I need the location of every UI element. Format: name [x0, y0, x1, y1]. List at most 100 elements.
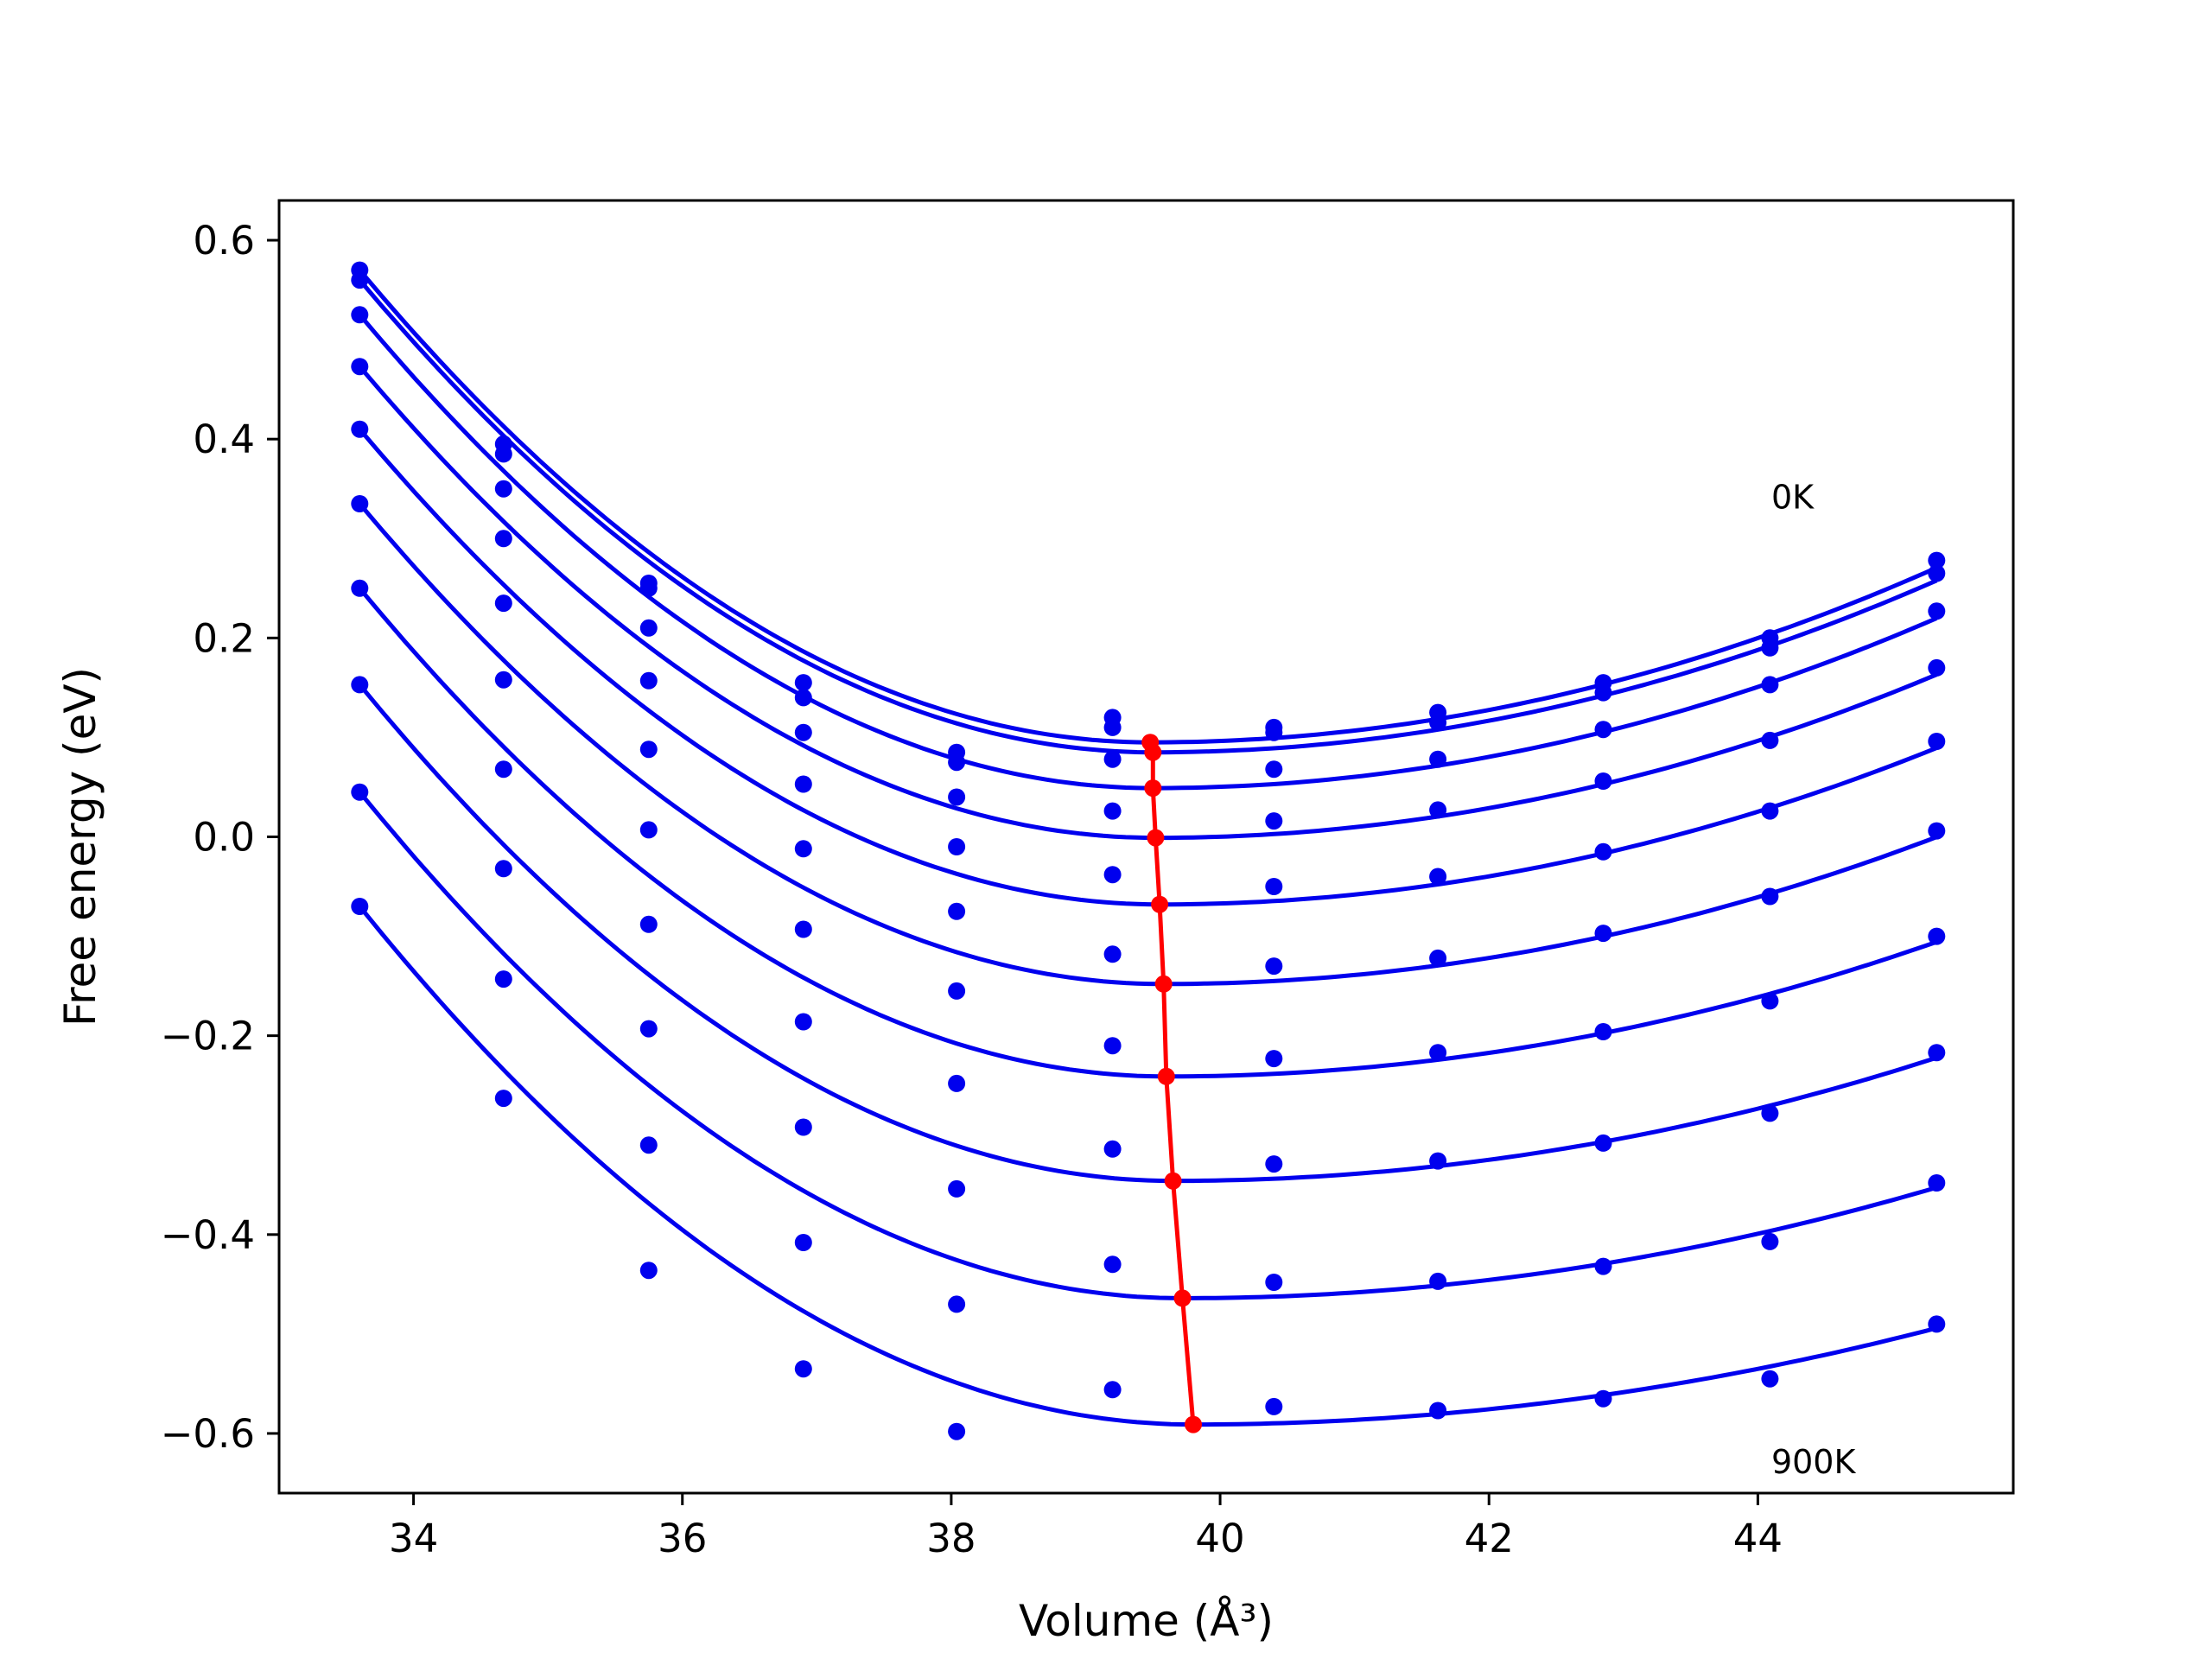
- fit-curve-6: [358, 587, 1938, 1079]
- data-point: [1103, 1381, 1122, 1399]
- data-point: [794, 920, 812, 938]
- minimum-point: [1144, 743, 1162, 761]
- y-tick-label: −0.6: [161, 1411, 255, 1457]
- data-point: [794, 1234, 812, 1251]
- data-point: [1594, 721, 1612, 739]
- minimum-path-line: [1147, 741, 1196, 1425]
- data-point: [1928, 822, 1946, 840]
- data-point: [639, 915, 658, 933]
- data-point: [1594, 1257, 1612, 1275]
- data-point: [1594, 683, 1612, 702]
- y-tick-label: 0.0: [193, 814, 255, 860]
- data-point: [1429, 1272, 1447, 1290]
- data-point: [1103, 750, 1122, 768]
- data-point: [1594, 1134, 1612, 1152]
- x-tick-label: 40: [1195, 1516, 1244, 1561]
- data-point: [1429, 714, 1447, 732]
- data-point: [794, 674, 812, 692]
- data-point: [794, 689, 812, 707]
- data-point: [351, 306, 369, 324]
- fit-curve-9: [358, 905, 1937, 1427]
- y-tick-label: −0.2: [161, 1014, 255, 1059]
- data-point: [1928, 1044, 1946, 1062]
- data-point: [1103, 1037, 1122, 1055]
- data-point: [794, 775, 812, 793]
- data-point: [1594, 1389, 1612, 1408]
- data-point: [1265, 1274, 1283, 1291]
- data-point: [794, 1360, 812, 1378]
- data-point: [1761, 1370, 1779, 1388]
- data-point: [1265, 1397, 1283, 1415]
- data-point: [948, 982, 966, 1000]
- data-point: [1761, 639, 1779, 657]
- minimum-point: [1147, 829, 1165, 847]
- data-point: [1594, 842, 1612, 861]
- data-point: [494, 760, 512, 779]
- annotation-label: 0K: [1771, 479, 1815, 517]
- minimum-point: [1173, 1289, 1192, 1307]
- data-point: [1928, 602, 1946, 620]
- x-tick-label: 34: [389, 1516, 438, 1561]
- data-point: [1429, 801, 1447, 819]
- fit-curve-1: [358, 278, 1938, 755]
- data-point: [1265, 760, 1283, 779]
- data-point: [1761, 1232, 1779, 1250]
- data-point: [639, 1262, 658, 1280]
- minimum-point: [1157, 1067, 1175, 1085]
- fit-curves: [358, 268, 1938, 1427]
- data-point: [351, 358, 369, 376]
- data-point: [639, 671, 658, 690]
- data-point: [1429, 1044, 1447, 1062]
- data-point: [639, 619, 658, 637]
- fit-curve-2: [358, 313, 1938, 791]
- data-point: [351, 420, 369, 438]
- minimum-point: [1164, 1172, 1182, 1190]
- data-point: [1265, 1155, 1283, 1173]
- data-point: [1928, 733, 1946, 750]
- data-point: [948, 1295, 966, 1313]
- data-point: [1594, 772, 1612, 790]
- fit-curve-0: [358, 268, 1938, 745]
- data-point: [1928, 658, 1946, 677]
- y-tick-label: −0.4: [161, 1212, 255, 1258]
- data-point: [1761, 676, 1779, 694]
- data-point: [1265, 723, 1283, 741]
- minimum-point: [1151, 895, 1169, 913]
- data-point: [948, 753, 966, 772]
- data-point: [639, 741, 658, 759]
- data-point: [794, 1013, 812, 1031]
- data-point: [1761, 1104, 1779, 1122]
- annotations: 0K 900K: [1771, 479, 1857, 1481]
- data-point: [1265, 1050, 1283, 1068]
- data-point: [1429, 1402, 1447, 1420]
- fit-curve-7: [358, 683, 1938, 1184]
- y-axis-ticks: −0.6 −0.4 −0.2 0.0 0.2 0.4 0.6: [161, 218, 279, 1457]
- data-point: [1761, 887, 1779, 906]
- data-point: [1429, 750, 1447, 768]
- data-point: [494, 530, 512, 548]
- data-point: [494, 594, 512, 613]
- y-tick-label: 0.4: [193, 416, 255, 462]
- data-point: [1103, 866, 1122, 884]
- data-point: [948, 1179, 966, 1198]
- y-axis-label: Free energy (eV): [55, 667, 105, 1027]
- data-point: [1928, 1315, 1946, 1333]
- data-point: [1103, 1140, 1122, 1158]
- data-point: [1103, 718, 1122, 736]
- data-point: [948, 788, 966, 806]
- x-tick-label: 44: [1733, 1516, 1783, 1561]
- data-point: [1265, 812, 1283, 830]
- fit-curve-5: [358, 502, 1938, 987]
- data-point: [639, 1020, 658, 1038]
- x-tick-label: 42: [1465, 1516, 1514, 1561]
- minimum-point: [1154, 975, 1173, 993]
- data-point: [794, 723, 812, 741]
- x-axis-ticks: 34 36 38 40 42 44: [389, 1493, 1783, 1561]
- data-point: [639, 579, 658, 597]
- data-point: [1928, 1174, 1946, 1192]
- data-point: [794, 1118, 812, 1136]
- data-point: [351, 783, 369, 801]
- data-point: [1594, 925, 1612, 943]
- data-point: [1103, 945, 1122, 963]
